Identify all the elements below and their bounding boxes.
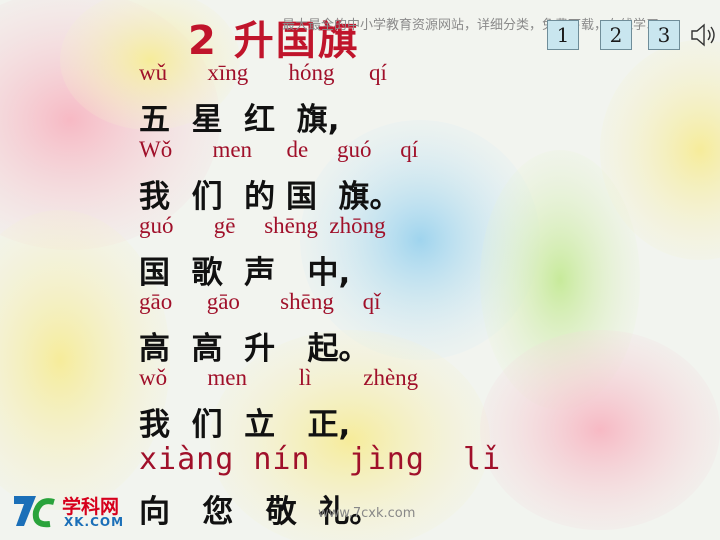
- nav-button-2[interactable]: 2: [600, 20, 632, 50]
- hanzi-line-4: 高 高 升 起。: [139, 331, 370, 367]
- pinyin-line-5: wǒ men lì zhèng: [139, 365, 419, 390]
- hanzi-line-2: 我 们 的 国 旗。: [139, 179, 401, 215]
- hanzi-line-5: 我 们 立 正,: [139, 407, 351, 443]
- pinyin-line-2: Wǒ men de guó qí: [139, 137, 419, 162]
- pinyin-line-1: wǔ xīng hóng qí: [139, 60, 387, 85]
- logo-domain: XK.COM: [64, 515, 125, 529]
- pinyin-line-6: xiàng nín jìng lǐ: [139, 442, 502, 477]
- pinyin-line-4: gāo gāo shēng qǐ: [139, 289, 381, 314]
- watermark: www.7cxk.com: [318, 506, 416, 521]
- logo-name: 学科网: [62, 496, 120, 518]
- speaker-icon[interactable]: [688, 20, 720, 50]
- hanzi-line-6: 向 您 敬 礼。: [139, 494, 381, 530]
- nav-button-3[interactable]: 3: [648, 20, 680, 50]
- hanzi-line-3: 国 歌 声 中,: [139, 255, 351, 291]
- hanzi-line-1: 五 星 红 旗,: [139, 102, 340, 138]
- xkw-logo-icon: [14, 496, 55, 528]
- nav-button-1[interactable]: 1: [547, 20, 579, 50]
- page-title: 2 升国旗: [188, 18, 360, 64]
- pinyin-line-3: guó gē shēng zhōng: [139, 213, 386, 238]
